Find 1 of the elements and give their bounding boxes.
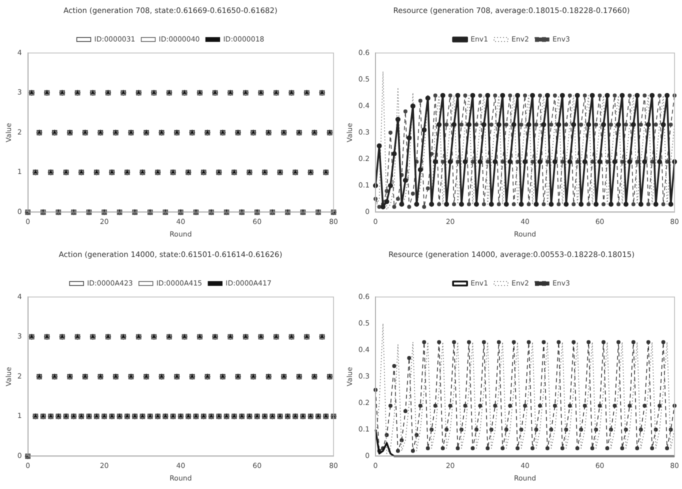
line-series bbox=[375, 71, 675, 210]
